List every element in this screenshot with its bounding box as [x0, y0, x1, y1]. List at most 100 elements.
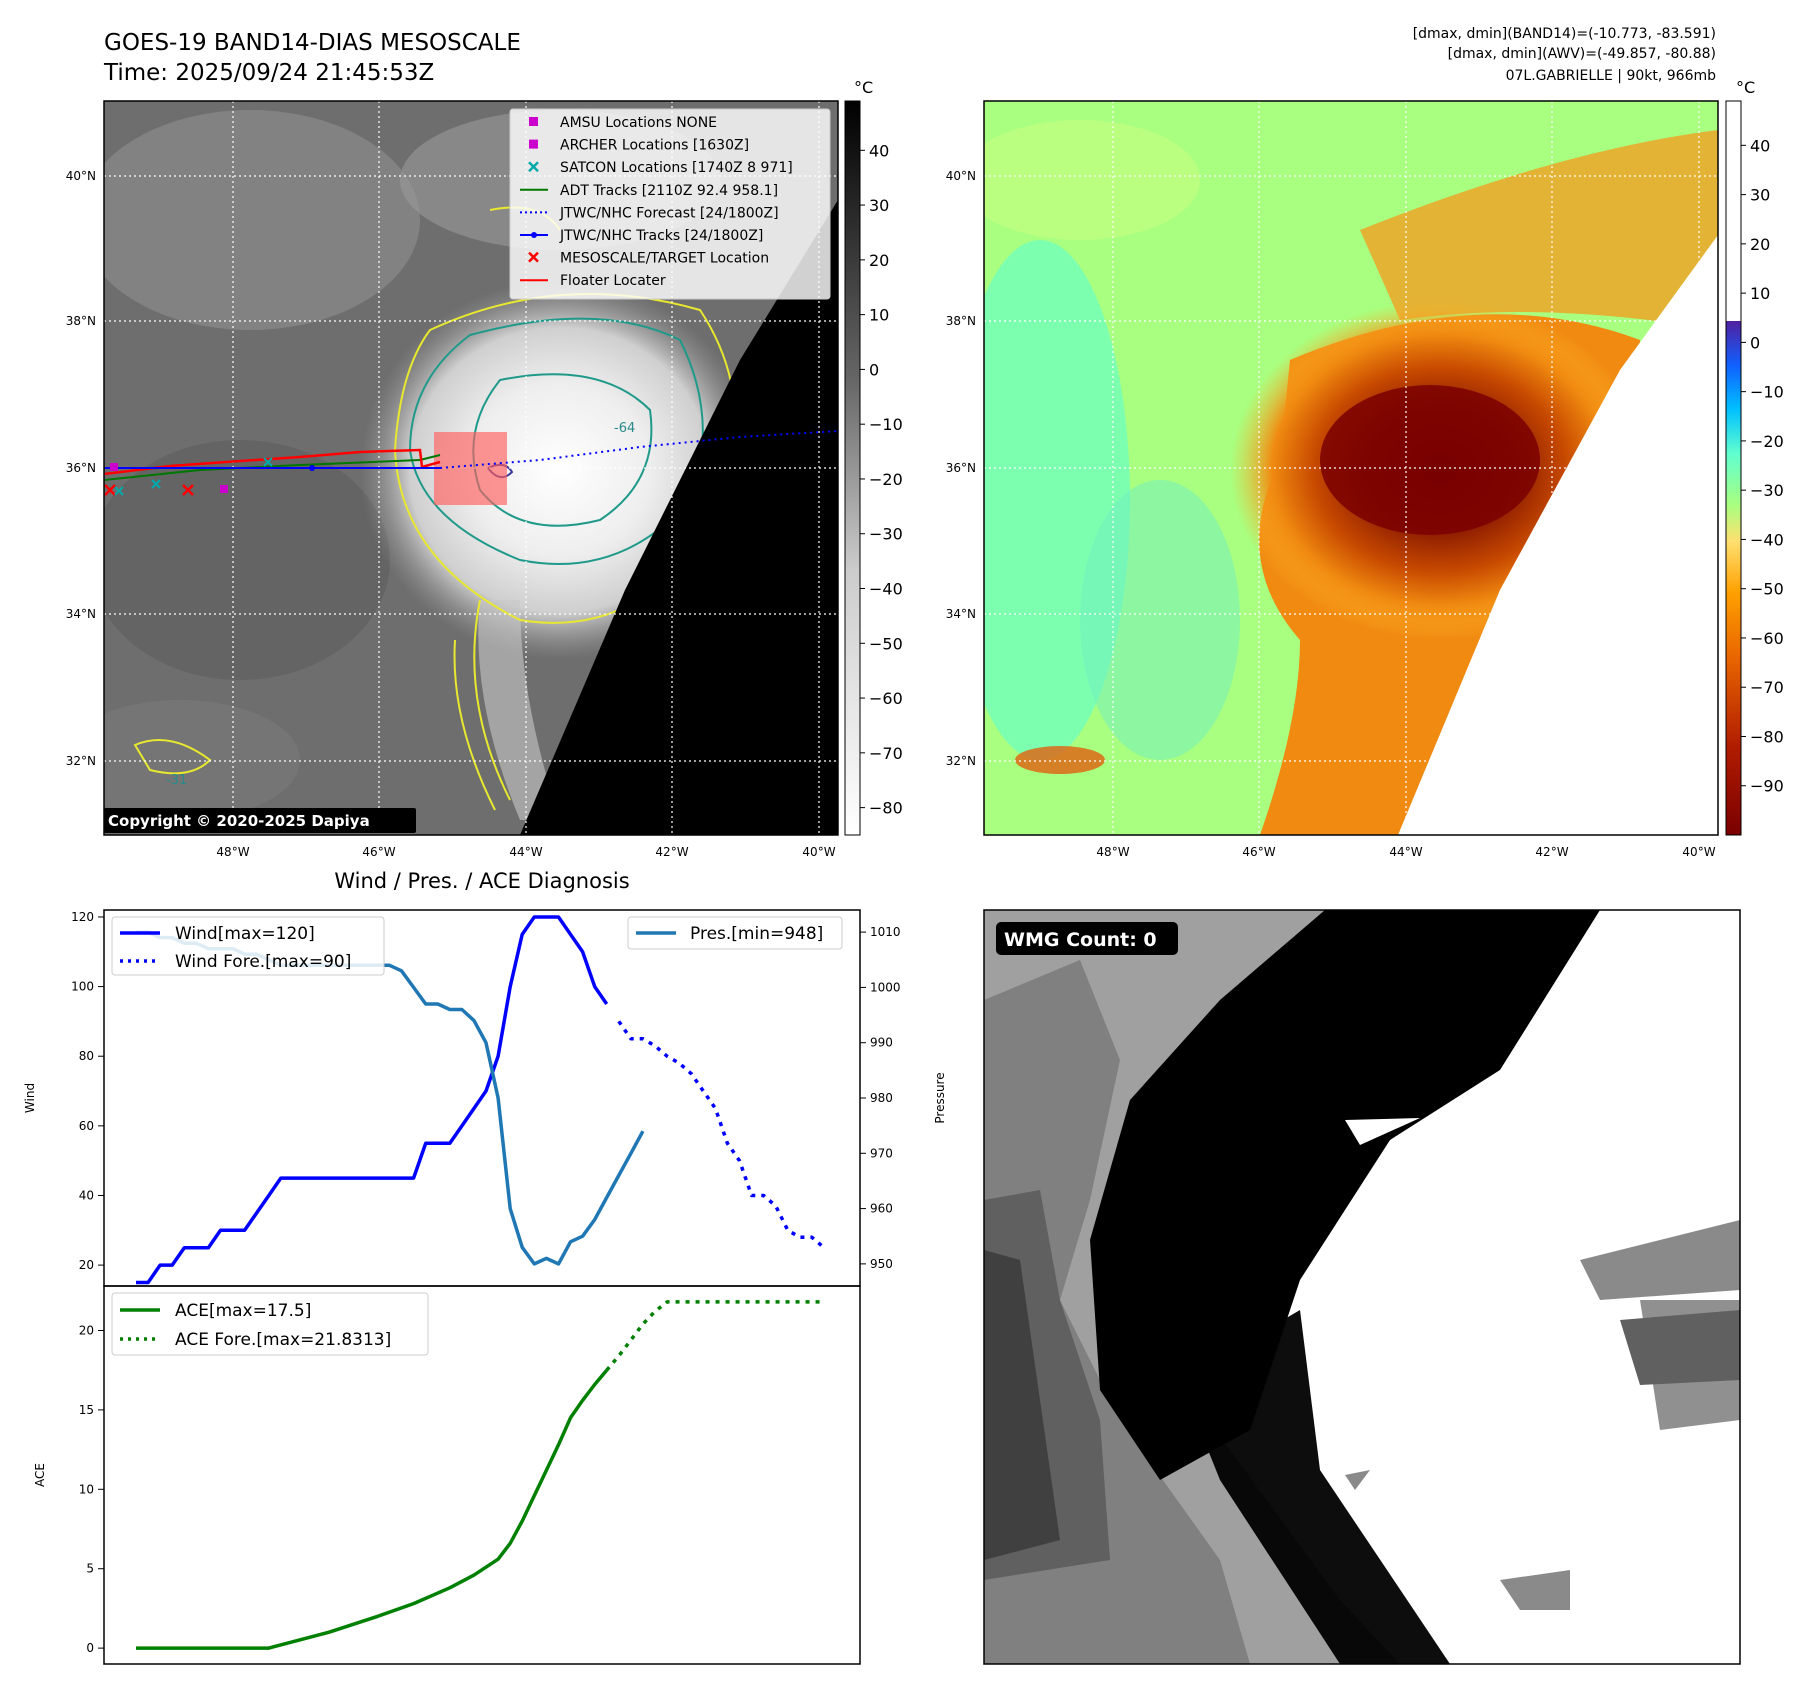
contour-label: -64 — [614, 421, 635, 436]
ace-forecast-line — [605, 1300, 824, 1372]
legend-item: JTWC/NHC Forecast [24/1800Z] — [520, 205, 779, 221]
ace-ytick-label: 0 — [86, 1641, 94, 1655]
legend-item: SATCON Locations [1740Z 8 971] — [528, 160, 793, 176]
lat-label: 34°N — [66, 607, 96, 621]
floater-track — [104, 448, 441, 476]
jtwc-track-point — [309, 465, 315, 471]
wmg-white-notch — [1345, 1118, 1420, 1145]
wmg-gray-patch — [1580, 1220, 1740, 1300]
lat-label: 36°N — [946, 461, 976, 475]
legend-label: ADT Tracks [2110Z 92.4 958.1] — [560, 183, 778, 199]
diagnosis-panel — [104, 910, 860, 1664]
wind-axes: 20 40 60 80 100 120 950 960 970 980 990 1000 1010 — [71, 910, 900, 1272]
contour — [133, 739, 212, 775]
colorbar-tick-label: −80 — [1750, 727, 1784, 746]
colorbar-tick-label: −60 — [869, 689, 903, 708]
ace-line — [136, 1369, 609, 1650]
colorbar-tick-label: −80 — [869, 799, 903, 818]
title-line-1: GOES-19 BAND14-DIAS MESOSCALE — [104, 30, 521, 56]
floater-box — [434, 432, 507, 505]
ace-ytick-label: 10 — [79, 1482, 94, 1496]
wmg-gray-patch — [1345, 1470, 1370, 1490]
colorbar-tick-label: −90 — [1750, 777, 1784, 796]
colorbar-gray: °C 40 30 20 10 0 −10 −20 −30 −40 −50 −60 −70 −80 — [844, 78, 903, 836]
archer-marker — [110, 463, 118, 471]
wind-ytick-label: 20 — [79, 1258, 94, 1272]
lat-label: 32°N — [946, 754, 976, 768]
contour — [473, 599, 511, 801]
lat-label: 38°N — [946, 314, 976, 328]
ace-ylabel: ACE — [33, 1463, 47, 1487]
lon-label: 48°W — [216, 845, 249, 859]
legend-box — [627, 916, 843, 950]
no-data-region — [520, 200, 838, 835]
lat-label: 36°N — [66, 461, 96, 475]
ace-plot-area — [136, 1300, 824, 1650]
wmg-gray-patch — [1620, 1310, 1740, 1385]
wmg-black-region — [1180, 1310, 1450, 1664]
wmg-count: WMG Count: 0 — [1004, 929, 1157, 951]
colorbar-tick-label: 40 — [869, 141, 889, 160]
colorbar-tick-label: −20 — [869, 470, 903, 489]
legend-x-marker — [528, 251, 539, 263]
lon-label: 40°W — [802, 845, 835, 859]
colorbar-tick-label: 10 — [1750, 284, 1770, 303]
colorbar-tick-label: −60 — [1750, 629, 1784, 648]
colorbar-tick-label: 40 — [1750, 136, 1770, 155]
gridlines — [984, 101, 1718, 835]
dmax-band14: [dmax, dmin](BAND14)=(-10.773, -83.591) — [1413, 26, 1716, 42]
colorbar-tick-label: 30 — [1750, 186, 1770, 205]
legend-x-marker — [528, 161, 539, 173]
cloud-band — [104, 110, 420, 330]
lon-labels: 48°W 46°W 44°W 42°W 40°W — [1096, 845, 1715, 859]
legend-dot — [531, 232, 537, 238]
contour-label: -31 — [166, 773, 187, 788]
lon-label: 44°W — [509, 845, 542, 859]
legend-item: Floater Locater — [520, 273, 666, 289]
colorbar-color: °C 40 30 20 10 0 −10 −20 −30 −40 −50 −60 −70 −80 −90 — [1725, 78, 1784, 836]
cloud-band — [104, 700, 300, 820]
colorbar-tick-label: −50 — [869, 634, 903, 653]
pressure-ytick-label: 960 — [870, 1202, 893, 1216]
wind-forecast-line — [617, 1020, 826, 1250]
legend-item: MESOSCALE/TARGET Location — [528, 251, 769, 267]
colorbar-tick-label: 20 — [1750, 235, 1770, 254]
contour — [453, 639, 496, 811]
lat-label: 40°N — [946, 169, 976, 183]
ace-legend: ACE[max=17.5] ACE Fore.[max=21.8313] — [111, 1292, 429, 1356]
lon-label: 44°W — [1389, 845, 1422, 859]
legend-wind-fore: Wind Fore.[max=90] — [175, 952, 351, 972]
archer-marker — [220, 485, 228, 493]
wmg-gray-region — [984, 1250, 1060, 1560]
moisture-band — [1015, 746, 1105, 774]
ace-frame — [103, 1285, 861, 1665]
lat-label: 38°N — [66, 314, 96, 328]
colorbar-gray-ramp — [844, 100, 861, 836]
colorbar-tick-label: −40 — [1750, 530, 1784, 549]
outflow-band — [1360, 130, 1718, 330]
awv-map: 40°N 38°N 36°N 34°N 32°N 48°W 46°W 44°W … — [946, 100, 1719, 859]
moisture-band — [984, 120, 1200, 240]
legend-label: JTWC/NHC Tracks [24/1800Z] — [559, 228, 763, 244]
colorbar-tick-label: 20 — [869, 251, 889, 270]
pressure-ytick-label: 970 — [870, 1146, 893, 1160]
lon-label: 42°W — [655, 845, 688, 859]
lat-labels: 40°N 38°N 36°N 34°N 32°N — [66, 169, 96, 768]
pressure-ytick-label: 1010 — [870, 925, 901, 939]
legend-label: Floater Locater — [560, 273, 666, 289]
copyright-badge — [104, 808, 416, 833]
adt-track — [104, 454, 441, 481]
pressure-ytick-label: 1000 — [870, 980, 901, 994]
legend-label: SATCON Locations [1740Z 8 971] — [560, 160, 793, 176]
wmg-black-region — [1090, 910, 1600, 1480]
wmg-badge — [996, 922, 1178, 955]
legend-label: JTWC/NHC Forecast [24/1800Z] — [559, 205, 779, 221]
legend-item: JTWC/NHC Tracks [24/1800Z] — [520, 228, 763, 244]
legend-label: AMSU Locations NONE — [560, 115, 717, 131]
legend-square-marker — [529, 139, 538, 149]
lon-label: 46°W — [1242, 845, 1275, 859]
legend-box — [509, 108, 831, 300]
colorbar-tick-label: −10 — [869, 415, 903, 434]
legend-wind: Wind[max=120] — [175, 924, 315, 944]
colorbar-color-ramp — [1725, 100, 1742, 836]
